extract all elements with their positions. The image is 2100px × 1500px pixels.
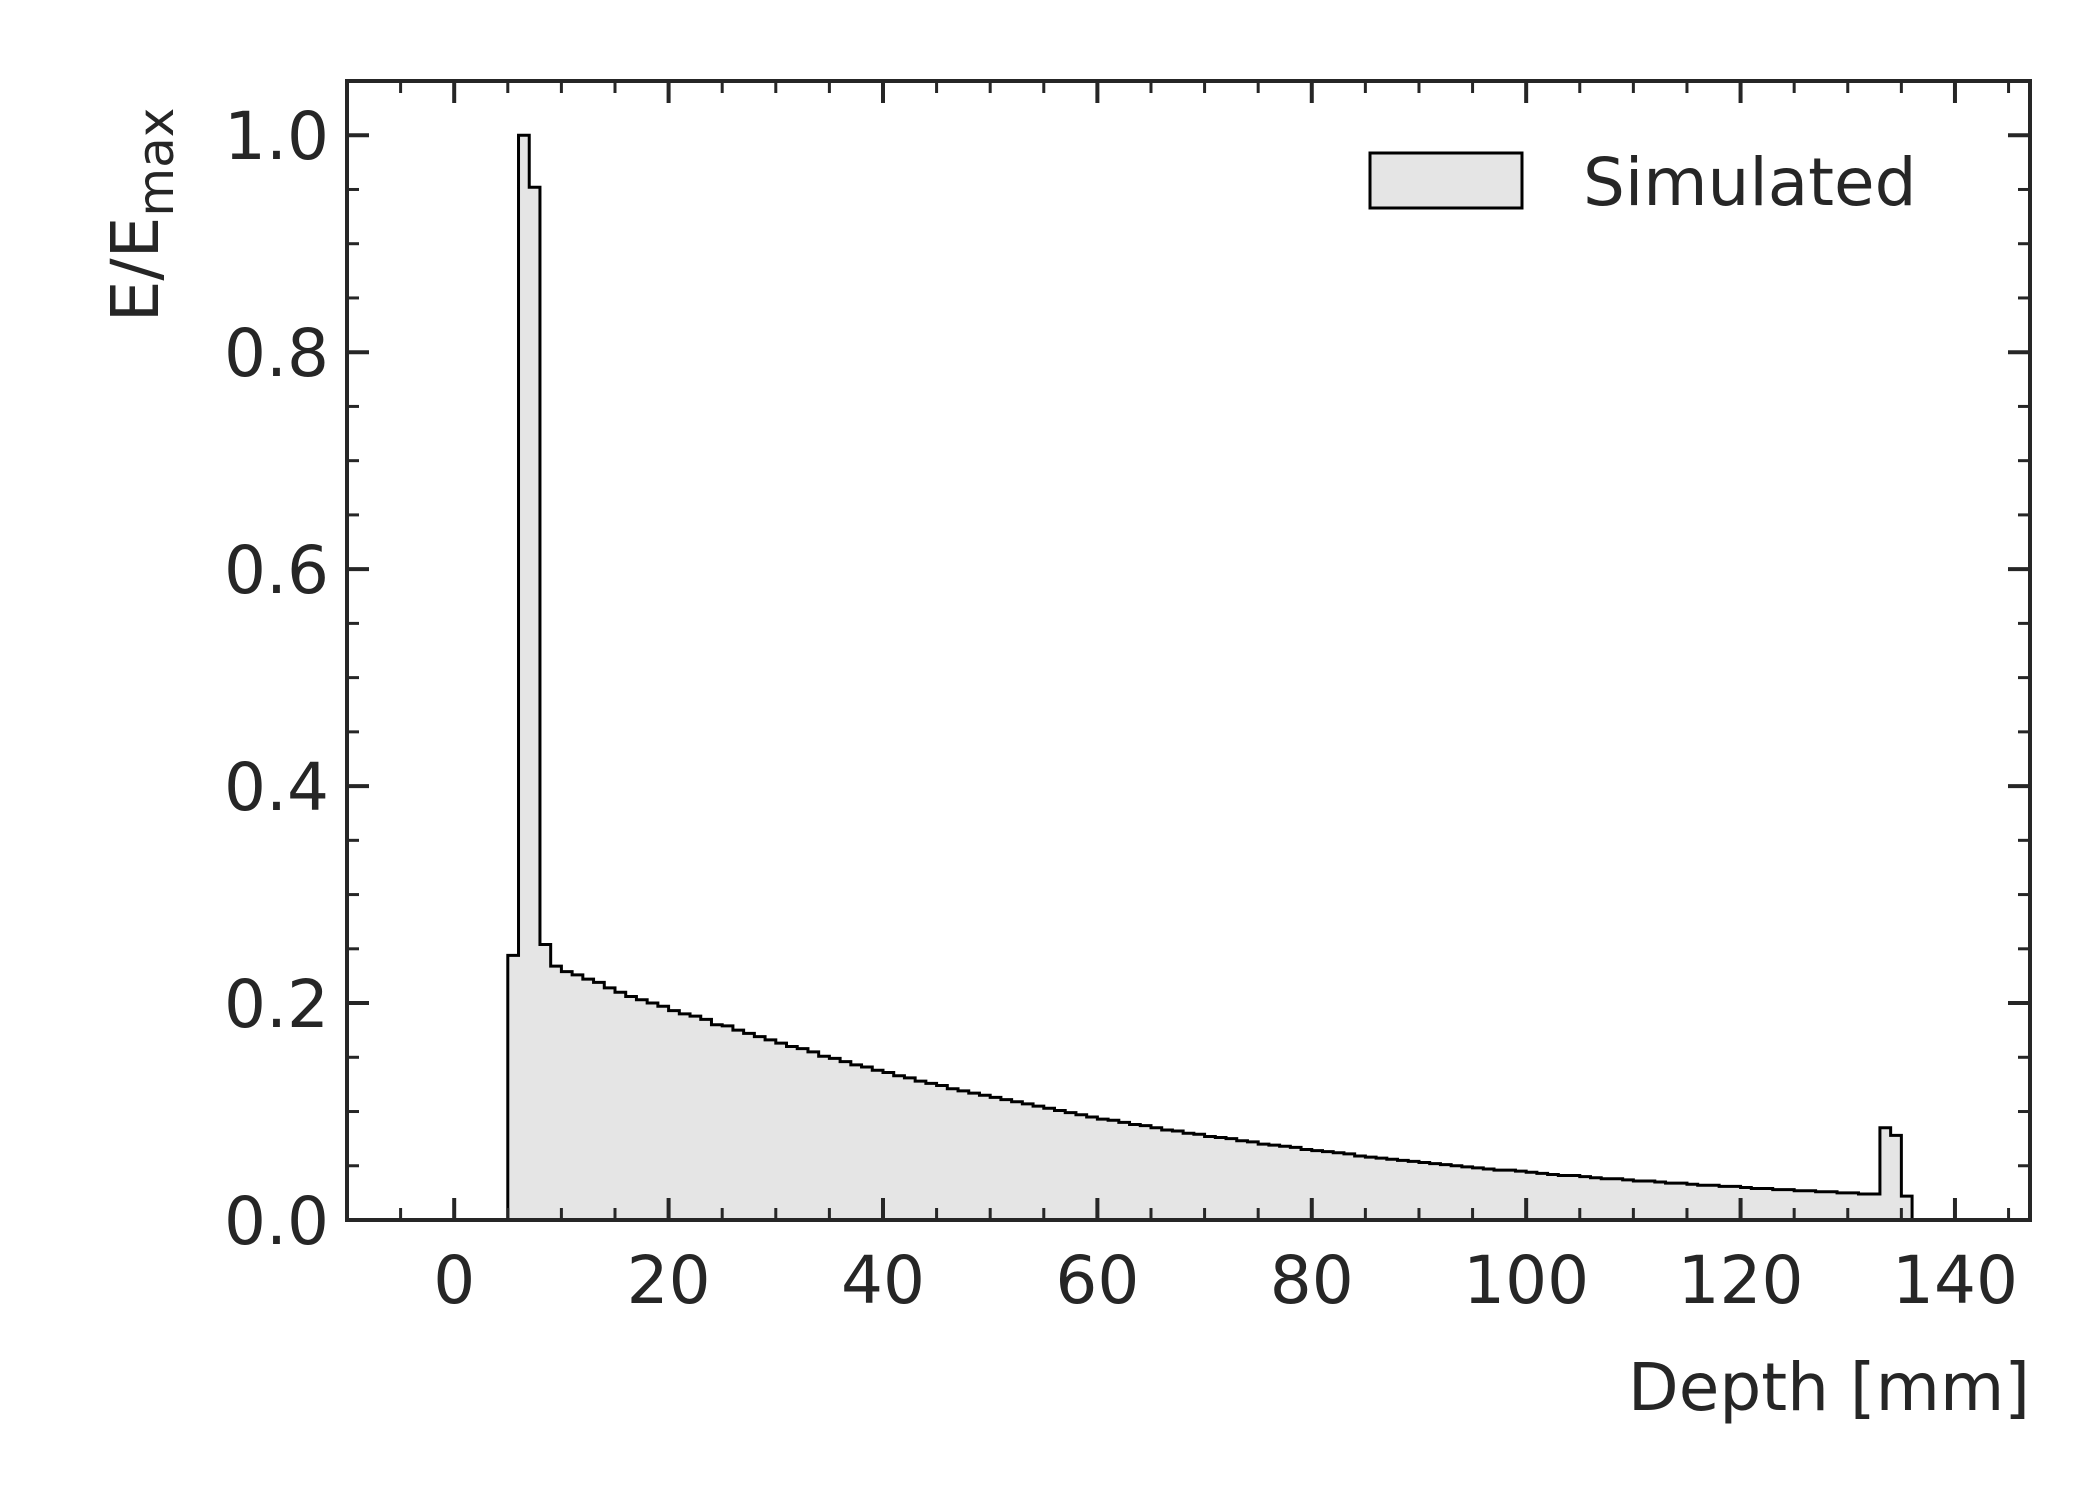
x-tick-label: 100: [1463, 1242, 1589, 1319]
y-tick-label: 0.8: [224, 315, 329, 392]
y-axis-label-main: E/E: [97, 217, 174, 323]
x-tick-label: 40: [841, 1242, 925, 1319]
x-axis-label: Depth [mm]: [1628, 1349, 2030, 1426]
x-tick-label: 140: [1892, 1242, 2018, 1319]
y-tick-label: 0.6: [224, 532, 329, 609]
histogram-fill: [507, 135, 1913, 1221]
y-tick-label: 0.0: [224, 1183, 329, 1260]
plot-frame: [345, 79, 2032, 1222]
x-tick-label: 0: [433, 1242, 475, 1319]
y-tick-label: 0.4: [224, 749, 329, 826]
y-axis-label: E/Emax: [97, 108, 185, 323]
y-tick-label: 1.0: [224, 98, 329, 175]
x-tick-label: 20: [627, 1242, 711, 1319]
histogram-step-line: [506, 133, 1914, 1220]
tick-labels: 0 20 40 60 80 100 120 140 0.0 0.2 0.4 0.6 0.8 1.0: [224, 98, 2018, 1319]
x-tick-label: 80: [1270, 1242, 1354, 1319]
histogram-layer: [506, 133, 1914, 1221]
legend-label-simulated: Simulated: [1583, 144, 1917, 221]
y-axis-label-subscript: max: [127, 108, 185, 217]
y-tick-label: 0.2: [224, 966, 329, 1043]
legend-swatch-simulated: [1368, 151, 1524, 210]
x-tick-label: 60: [1055, 1242, 1139, 1319]
x-tick-label: 120: [1678, 1242, 1804, 1319]
legend: Simulated: [1368, 144, 1917, 221]
